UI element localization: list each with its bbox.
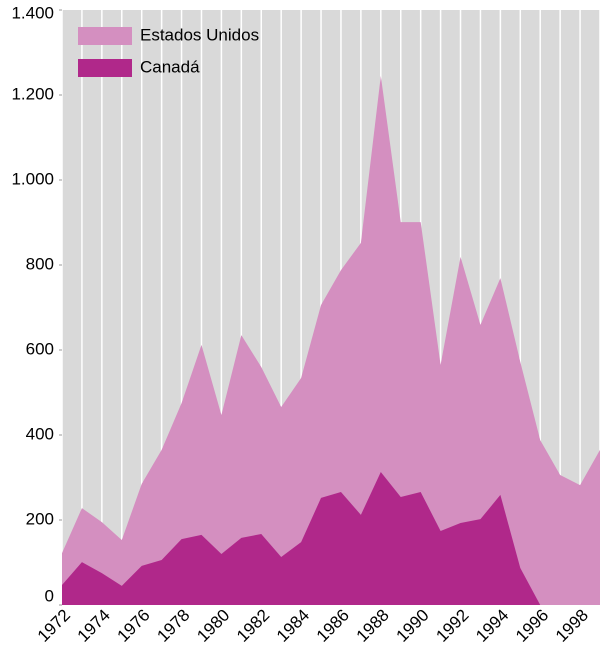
legend-label: Estados Unidos [140, 25, 259, 44]
x-tick-label: 1986 [313, 606, 353, 646]
y-tick-label: 0 [45, 586, 54, 605]
x-tick-label: 1982 [233, 606, 273, 646]
y-tick-label: 200 [26, 509, 54, 528]
legend-swatch [78, 27, 132, 45]
y-tick-label: 600 [26, 339, 54, 358]
x-tick-label: 1978 [153, 606, 193, 646]
x-tick-label: 1988 [353, 606, 393, 646]
y-tick-label: 1.000 [11, 169, 54, 188]
area [62, 75, 600, 605]
x-tick-label: 1972 [34, 606, 74, 646]
y-tick-label: 1.200 [11, 84, 54, 103]
y-tick-label: 1.400 [11, 3, 54, 22]
x-tick-label: 1996 [512, 606, 552, 646]
x-tick-label: 1990 [392, 606, 432, 646]
area [62, 471, 541, 605]
x-tick-label: 1974 [74, 606, 114, 646]
legend-label: Canadá [140, 57, 200, 76]
y-tick-label: 400 [26, 424, 54, 443]
legend-swatch [78, 59, 132, 77]
x-tick-label: 1980 [193, 606, 233, 646]
x-tick-label: 1992 [432, 606, 472, 646]
x-tick-label: 1998 [552, 606, 592, 646]
x-tick-label: 1984 [273, 606, 313, 646]
y-tick-label: 800 [26, 254, 54, 273]
x-tick-label: 1994 [472, 606, 512, 646]
x-tick-label: 1976 [114, 606, 154, 646]
